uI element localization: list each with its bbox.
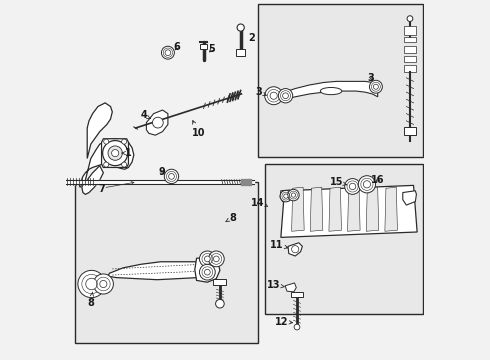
Text: 13: 13: [268, 280, 284, 290]
Circle shape: [100, 280, 107, 288]
Bar: [404, 26, 416, 35]
Polygon shape: [280, 190, 292, 202]
Circle shape: [283, 93, 289, 99]
Circle shape: [216, 300, 224, 308]
Circle shape: [208, 251, 224, 267]
Circle shape: [104, 162, 109, 167]
Circle shape: [288, 189, 299, 201]
Circle shape: [358, 176, 375, 193]
Circle shape: [102, 140, 128, 166]
Circle shape: [169, 174, 174, 179]
Bar: [404, 37, 416, 42]
Circle shape: [364, 181, 370, 188]
Circle shape: [270, 92, 277, 99]
Text: 1: 1: [122, 148, 132, 158]
Circle shape: [278, 89, 293, 103]
Bar: [404, 65, 416, 72]
Bar: [265, 164, 422, 315]
Bar: [404, 56, 416, 62]
Text: 7: 7: [98, 184, 105, 194]
Text: 14: 14: [250, 198, 264, 208]
Circle shape: [204, 256, 210, 262]
Circle shape: [78, 270, 105, 298]
Bar: [403, 127, 416, 135]
Text: 2: 2: [248, 33, 255, 43]
Bar: [200, 44, 207, 49]
Circle shape: [373, 84, 378, 89]
Polygon shape: [108, 262, 211, 280]
Text: 11: 11: [270, 239, 288, 249]
Circle shape: [407, 16, 413, 22]
Bar: [214, 279, 226, 285]
Circle shape: [292, 246, 299, 253]
Circle shape: [280, 190, 292, 202]
Circle shape: [104, 139, 109, 144]
Circle shape: [122, 139, 126, 144]
Ellipse shape: [320, 87, 342, 95]
Polygon shape: [195, 258, 220, 282]
Circle shape: [164, 169, 179, 184]
Text: 10: 10: [192, 121, 205, 138]
Circle shape: [344, 179, 361, 194]
Polygon shape: [79, 139, 134, 187]
Text: 12: 12: [274, 317, 293, 327]
Polygon shape: [288, 243, 302, 256]
Circle shape: [93, 274, 113, 294]
Text: 3: 3: [368, 73, 375, 83]
Circle shape: [294, 324, 300, 330]
Circle shape: [199, 251, 215, 267]
Circle shape: [108, 146, 122, 160]
Circle shape: [152, 117, 163, 128]
Polygon shape: [285, 283, 296, 292]
Circle shape: [291, 193, 295, 197]
Bar: [404, 45, 416, 53]
Polygon shape: [82, 166, 103, 194]
Circle shape: [369, 80, 382, 93]
Circle shape: [161, 46, 174, 59]
Polygon shape: [292, 187, 304, 231]
Bar: [236, 49, 245, 56]
Polygon shape: [366, 187, 379, 231]
Bar: [291, 292, 303, 297]
Text: 8: 8: [226, 213, 236, 222]
Circle shape: [284, 194, 288, 198]
Text: 5: 5: [209, 44, 216, 54]
Circle shape: [165, 50, 171, 55]
Polygon shape: [310, 187, 323, 231]
Circle shape: [214, 256, 219, 262]
Polygon shape: [147, 110, 168, 135]
Circle shape: [122, 162, 126, 167]
Polygon shape: [347, 187, 360, 231]
Circle shape: [199, 264, 215, 280]
Polygon shape: [101, 139, 128, 167]
Circle shape: [237, 24, 245, 31]
Circle shape: [204, 269, 210, 275]
Polygon shape: [281, 185, 417, 237]
Text: 16: 16: [371, 175, 385, 185]
Polygon shape: [285, 81, 378, 99]
Circle shape: [265, 87, 283, 105]
Text: 3: 3: [255, 87, 267, 97]
Bar: [74, 182, 258, 343]
Polygon shape: [385, 187, 397, 231]
Text: 15: 15: [330, 177, 346, 187]
Polygon shape: [403, 191, 416, 205]
Text: 8: 8: [87, 292, 94, 308]
Polygon shape: [87, 103, 112, 158]
Text: 6: 6: [173, 42, 180, 52]
Polygon shape: [329, 187, 342, 231]
Text: 9: 9: [158, 167, 165, 177]
Text: 4: 4: [141, 111, 150, 121]
Circle shape: [349, 183, 356, 190]
Circle shape: [112, 149, 119, 157]
Circle shape: [86, 278, 97, 290]
Bar: [258, 4, 422, 157]
